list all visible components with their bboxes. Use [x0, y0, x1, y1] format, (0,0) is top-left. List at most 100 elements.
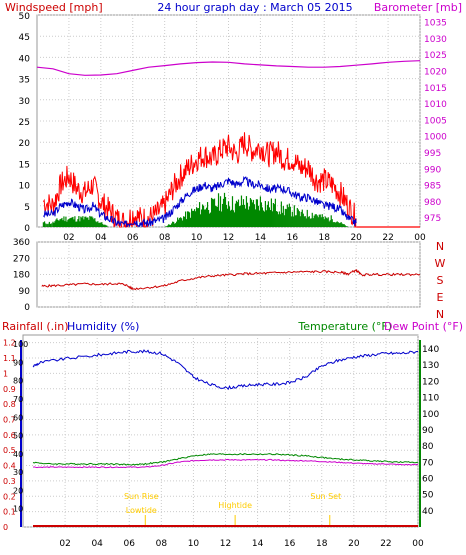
temperature-tick-label: 100 [422, 410, 439, 420]
wind-x-tick-label: 02 [63, 233, 74, 243]
temp-x-tick-label: 02 [59, 539, 70, 549]
barometer-tick-label: 995 [424, 149, 441, 159]
temp-x-tick-label: 16 [284, 539, 296, 549]
barometer-tick-label: 1005 [424, 116, 447, 126]
barometer-tick-label: 1020 [424, 67, 447, 77]
temperature-axis-label: Temperature (°F) [297, 320, 392, 333]
wind-direction-line [41, 269, 421, 291]
windspeed-tick-label: 25 [19, 118, 30, 128]
humidity-tick-label: 30 [13, 468, 23, 477]
temperature-tick-label: 70 [422, 458, 434, 468]
wind-x-tick-labels: 02 04 06 08 10 12 14 16 18 20 22 00 [63, 233, 426, 243]
annotation-label: Sun Set [310, 492, 341, 501]
humidity-tick-label: 50 [13, 432, 23, 441]
temperature-tick-label: 60 [422, 474, 434, 484]
wind-x-tick-label: 00 [414, 233, 426, 243]
temp-x-tick-label: 22 [380, 539, 391, 549]
barometer-tick-label: 1010 [424, 100, 447, 110]
wind-x-tick-label: 16 [287, 233, 299, 243]
humidity-tick-label: 90 [13, 358, 23, 367]
humidity-line [32, 349, 418, 391]
windspeed-tick-label: 30 [19, 97, 31, 107]
annotation-label: Hightide [218, 501, 252, 510]
dew-point-line [32, 458, 419, 469]
temp-x-tick-label: 18 [316, 539, 328, 549]
rainfall-tick-label: 0.1 [3, 508, 16, 517]
direction-grid [37, 241, 421, 308]
temperature-tick-labels: 40 50 60 70 80 90 100 110 120 130 140 [422, 345, 439, 517]
humidity-tick-label: 80 [13, 377, 23, 386]
windspeed-tick-label: 0 [24, 224, 30, 234]
wind-average-line [43, 175, 357, 228]
wind-gust-line [42, 132, 357, 228]
direction-series [41, 269, 421, 291]
temperature-tick-label: 50 [422, 491, 434, 501]
temp-x-tick-label: 10 [188, 539, 200, 549]
temp-grid [20, 335, 421, 528]
wind-x-tick-label: 18 [319, 233, 331, 243]
windspeed-tick-label: 15 [19, 160, 30, 170]
rainfall-tick-label: 0.5 [3, 446, 16, 455]
barometer-axis-label: Barometer [mb] [374, 1, 462, 14]
barometer-tick-label: 1025 [424, 51, 447, 61]
chart-title: 24 hour graph day : March 05 2015 [157, 1, 352, 14]
direction-degree-label: 180 [13, 271, 30, 281]
temperature-tick-label: 130 [422, 361, 439, 371]
wind-series [36, 60, 421, 228]
humidity-tick-labels: 10 20 30 40 50 60 70 80 90 100 [13, 340, 28, 514]
rainfall-tick-label: 1.1 [3, 354, 16, 363]
wind-x-tick-label: 08 [159, 233, 171, 243]
temp-x-tick-labels: 02 04 06 08 10 12 14 16 18 20 22 00 [59, 539, 424, 549]
temp-x-tick-label: 06 [124, 539, 136, 549]
rainfall-tick-label: 0.9 [3, 385, 16, 394]
temperature-humidity-panel: Rainfall (.in) Humidity (%) Temperature … [2, 320, 463, 549]
annotation-label: Lowtide [126, 506, 157, 515]
rainfall-tick-labels: 0 0.1 0.2 0.3 0.4 0.5 0.6 0.7 0.8 0.9 1 1.1 1.2 [3, 339, 16, 532]
rainfall-tick-label: 0.7 [3, 415, 16, 424]
humidity-tick-label: 10 [13, 505, 23, 514]
temp-series [32, 349, 419, 527]
barometer-tick-label: 985 [424, 182, 441, 192]
barometer-tick-label: 1015 [424, 84, 447, 94]
rainfall-tick-label: 1 [3, 369, 8, 378]
annotation-label: Sun Rise [124, 492, 159, 501]
humidity-tick-label: 40 [13, 450, 23, 459]
wind-speed-bars [42, 192, 348, 227]
temp-x-tick-label: 08 [156, 539, 168, 549]
wind-x-tick-label: 20 [350, 233, 362, 243]
direction-degree-labels: 0 90 180 270 360 [13, 238, 30, 313]
compass-point-label: E [437, 291, 444, 304]
wind-x-tick-label: 04 [95, 233, 107, 243]
temp-x-tick-label: 00 [412, 539, 424, 549]
compass-point-label: W [435, 257, 446, 270]
barometer-tick-label: 1035 [424, 19, 447, 29]
barometer-tick-labels: 975 980 985 990 995 1000 1005 1010 1015 1020 1025 1… [424, 19, 447, 225]
direction-degree-label: 0 [24, 303, 30, 313]
windspeed-tick-label: 10 [19, 182, 31, 192]
direction-degree-label: 90 [19, 287, 31, 297]
humidity-tick-label: 70 [13, 395, 23, 404]
humidity-tick-label: 60 [13, 413, 23, 422]
wind-x-tick-label: 22 [382, 233, 393, 243]
windspeed-tick-label: 45 [19, 33, 30, 43]
compass-point-label: N [436, 240, 444, 253]
rainfall-axis-label: Rainfall (.in) [2, 320, 69, 333]
windspeed-tick-label: 50 [19, 12, 31, 22]
humidity-axis-label: Humidity (%) [67, 320, 139, 333]
temperature-tick-label: 140 [422, 345, 439, 355]
windspeed-axis-label: Windspeed [mph] [5, 1, 103, 14]
rainfall-tick-label: 1.2 [3, 339, 16, 348]
compass-point-label: N [436, 308, 444, 321]
windspeed-tick-labels: 0 5 10 15 20 25 30 35 40 45 50 [19, 12, 31, 234]
temp-x-tick-label: 12 [220, 539, 231, 549]
temp-x-tick-label: 04 [91, 539, 103, 549]
wind-x-tick-label: 12 [223, 233, 234, 243]
windspeed-tick-label: 20 [19, 139, 31, 149]
rainfall-tick-label: 0.4 [3, 462, 16, 471]
wind-x-tick-label: 06 [127, 233, 139, 243]
temperature-tick-label: 40 [422, 507, 434, 517]
rainfall-tick-label: 0.8 [3, 400, 16, 409]
barometer-tick-label: 975 [424, 214, 441, 224]
